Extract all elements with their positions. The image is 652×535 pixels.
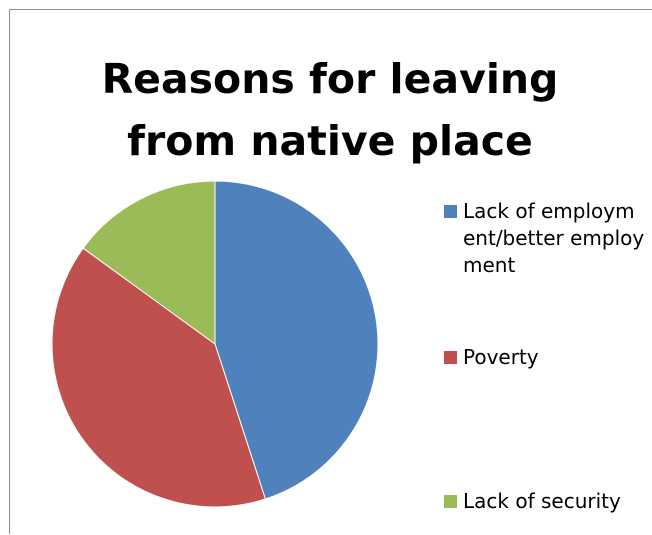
chart-area: Reasons for leaving from native place La… [9,9,652,534]
legend: Lack of employment/better employment Pov… [444,198,652,518]
pie-chart [51,180,379,508]
legend-label-lack-of-security: Lack of security [463,489,621,513]
legend-swatch-lack-of-employment [444,205,457,218]
pie-slice-1 [51,247,267,508]
legend-swatch-lack-of-security [444,495,457,508]
legend-item-lack-of-employment: Lack of employment/better employment [444,198,645,279]
legend-label-lack-of-employment: Lack of employment/better employment [463,199,645,277]
legend-item-lack-of-security: Lack of security [444,488,645,515]
legend-swatch-poverty [444,351,457,364]
legend-label-poverty: Poverty [463,345,539,369]
pie-slice-0 [214,180,379,500]
chart-title: Reasons for leaving from native place [101,55,559,165]
pie-slice-2 [82,180,216,345]
legend-item-poverty: Poverty [444,344,645,371]
